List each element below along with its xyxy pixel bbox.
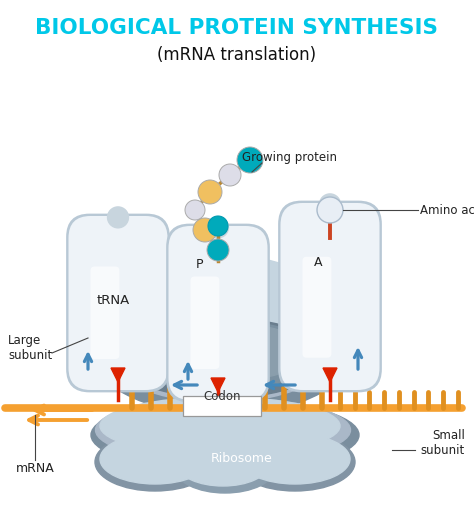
Text: (mRNA translation): (mRNA translation) bbox=[157, 46, 317, 64]
Text: Large
subunit: Large subunit bbox=[8, 334, 52, 362]
FancyBboxPatch shape bbox=[302, 257, 331, 358]
Ellipse shape bbox=[122, 320, 318, 390]
Circle shape bbox=[219, 164, 241, 186]
Circle shape bbox=[198, 180, 222, 204]
Ellipse shape bbox=[100, 397, 340, 455]
Text: Small
subunit: Small subunit bbox=[421, 429, 465, 457]
Text: P: P bbox=[196, 258, 204, 271]
Polygon shape bbox=[323, 368, 337, 382]
Ellipse shape bbox=[235, 433, 355, 491]
Ellipse shape bbox=[140, 270, 260, 326]
Circle shape bbox=[108, 207, 128, 228]
Text: A: A bbox=[314, 256, 322, 269]
Text: Codon: Codon bbox=[203, 389, 241, 402]
Text: Growing protein: Growing protein bbox=[243, 151, 337, 164]
Text: tRNA: tRNA bbox=[96, 293, 129, 306]
FancyBboxPatch shape bbox=[168, 226, 267, 400]
Text: Amino acid: Amino acid bbox=[420, 203, 474, 216]
Polygon shape bbox=[211, 378, 225, 392]
Text: Ribosome: Ribosome bbox=[211, 451, 273, 464]
Circle shape bbox=[185, 200, 205, 220]
Ellipse shape bbox=[95, 433, 215, 491]
FancyBboxPatch shape bbox=[69, 216, 167, 390]
Ellipse shape bbox=[178, 444, 268, 486]
Ellipse shape bbox=[117, 318, 327, 398]
Polygon shape bbox=[111, 368, 125, 382]
Ellipse shape bbox=[175, 443, 275, 493]
Text: mRNA: mRNA bbox=[16, 462, 55, 474]
FancyBboxPatch shape bbox=[281, 203, 380, 390]
Circle shape bbox=[207, 239, 229, 261]
Circle shape bbox=[193, 218, 217, 242]
Ellipse shape bbox=[95, 397, 350, 462]
Ellipse shape bbox=[100, 434, 210, 484]
Ellipse shape bbox=[90, 254, 340, 382]
Text: BIOLOGICAL PROTEIN SYNTHESIS: BIOLOGICAL PROTEIN SYNTHESIS bbox=[36, 18, 438, 38]
Circle shape bbox=[237, 147, 263, 173]
Circle shape bbox=[319, 194, 340, 215]
FancyBboxPatch shape bbox=[66, 214, 170, 393]
Circle shape bbox=[208, 216, 228, 236]
FancyBboxPatch shape bbox=[166, 224, 270, 402]
FancyBboxPatch shape bbox=[191, 277, 219, 369]
Ellipse shape bbox=[91, 399, 359, 471]
Ellipse shape bbox=[240, 434, 350, 484]
FancyBboxPatch shape bbox=[278, 201, 382, 393]
FancyBboxPatch shape bbox=[183, 396, 261, 416]
Circle shape bbox=[208, 217, 228, 238]
Ellipse shape bbox=[82, 261, 362, 415]
FancyBboxPatch shape bbox=[91, 266, 119, 359]
Circle shape bbox=[317, 197, 343, 223]
Ellipse shape bbox=[86, 257, 354, 402]
Ellipse shape bbox=[129, 322, 307, 382]
